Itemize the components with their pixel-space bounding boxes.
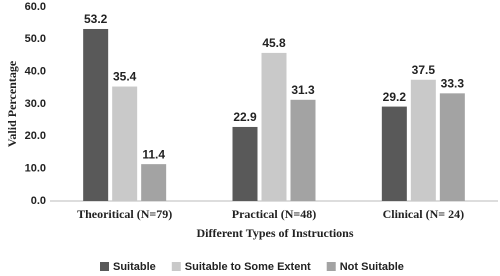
bar bbox=[232, 126, 258, 201]
value-label: 33.3 bbox=[441, 77, 465, 91]
legend-label: Suitable bbox=[113, 261, 156, 273]
x-axis-title: Different Types of Instructions bbox=[197, 226, 354, 240]
bar bbox=[410, 79, 436, 201]
bar bbox=[381, 106, 407, 201]
bar bbox=[439, 93, 465, 201]
x-tick-label: Practical (N=48) bbox=[232, 207, 316, 221]
y-axis-title: Valid Percentage bbox=[5, 60, 19, 147]
legend-label: Suitable to Some Extent bbox=[185, 261, 311, 273]
legend-swatch bbox=[326, 262, 336, 271]
value-label: 29.2 bbox=[383, 90, 407, 104]
value-label: 35.4 bbox=[113, 70, 137, 84]
x-tick-label: Clinical (N= 24) bbox=[383, 207, 465, 221]
value-label: 22.9 bbox=[233, 110, 257, 124]
y-tick-label: 50.0 bbox=[25, 33, 46, 45]
x-tick-label: Theoritical (N=79) bbox=[77, 207, 172, 221]
value-label: 37.5 bbox=[412, 63, 436, 77]
bar bbox=[141, 164, 167, 201]
legend-label: Not Suitable bbox=[340, 261, 404, 273]
y-tick-label: 60.0 bbox=[25, 1, 46, 13]
value-label: 53.2 bbox=[84, 12, 108, 26]
legend-swatch bbox=[171, 262, 181, 271]
y-tick-label: 40.0 bbox=[25, 66, 46, 78]
bar bbox=[112, 86, 138, 201]
y-tick-label: 0.0 bbox=[31, 195, 46, 207]
bar bbox=[261, 52, 287, 202]
bar bbox=[290, 99, 316, 201]
bar bbox=[83, 28, 109, 202]
y-tick-label: 20.0 bbox=[25, 130, 46, 142]
y-tick-label: 30.0 bbox=[25, 98, 46, 110]
value-label: 31.3 bbox=[291, 83, 315, 97]
legend-swatch bbox=[100, 262, 109, 271]
value-label: 45.8 bbox=[262, 36, 286, 50]
y-tick-label: 10.0 bbox=[25, 163, 46, 175]
value-label: 11.4 bbox=[142, 147, 165, 161]
